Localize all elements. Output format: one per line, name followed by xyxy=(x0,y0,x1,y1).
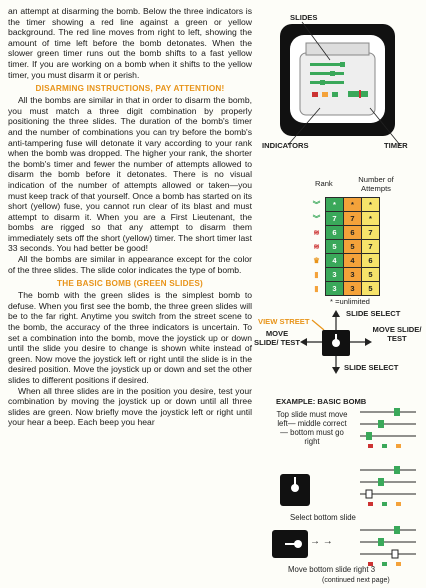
table-row: ≋ 6 6 7 xyxy=(308,225,380,240)
table-cell: * xyxy=(361,197,380,212)
table-row: ▮ 3 3 5 xyxy=(308,267,380,282)
table-cell: 3 xyxy=(343,267,362,282)
view-street-label: VIEW STREET xyxy=(258,317,310,326)
table-cell: 6 xyxy=(361,253,380,268)
paragraph-basic-bomb: The bomb with the green slides is the si… xyxy=(8,290,252,385)
table-cell: * xyxy=(325,197,344,212)
heading-disarming: DISARMING INSTRUCTIONS, PAY ATTENTION! xyxy=(35,84,225,94)
example-note: Top slide must move left— middle correct… xyxy=(276,410,348,446)
table-cell: * xyxy=(361,211,380,226)
table-row: ︾ * * * xyxy=(308,197,380,212)
left-text-column: an attempt at disarming the bomb. Below … xyxy=(8,6,252,428)
rank-chevron-icon: ≋ xyxy=(313,242,320,251)
table-cell: 3 xyxy=(325,281,344,296)
joystick-icon xyxy=(272,530,308,558)
heading-basic-bomb: THE BASIC BOMB (GREEN SLIDES) xyxy=(57,279,203,289)
rank-bar-icon: ▮ xyxy=(314,270,319,279)
table-cell: 6 xyxy=(343,225,362,240)
table-cell: 4 xyxy=(343,253,362,268)
table-cell: 5 xyxy=(361,267,380,282)
table-cell: 6 xyxy=(325,225,344,240)
table-cell: 3 xyxy=(343,281,362,296)
arrow-right-icon: → → xyxy=(310,536,333,547)
table-row: ≋ 5 5 7 xyxy=(308,239,380,254)
move-slide-test-right-label: MOVE SLIDE/ TEST xyxy=(372,325,422,343)
paragraph-timer: an attempt at disarming the bomb. Below … xyxy=(8,6,252,80)
rank-chevron-icon: ︾ xyxy=(312,200,321,209)
tv-diagram xyxy=(280,24,395,136)
paragraph-appearance: All the bombs are similar in appearance … xyxy=(8,254,252,275)
right-figures: SLIDES INDICATORS TIMER xyxy=(254,0,426,588)
table-cell: 7 xyxy=(343,211,362,226)
slide-select-bottom-label: SLIDE SELECT xyxy=(344,363,399,372)
table-cell: 5 xyxy=(361,281,380,296)
table-cell: 5 xyxy=(325,239,344,254)
table-row: ♛ 4 4 6 xyxy=(308,253,380,268)
table-cell: 7 xyxy=(361,225,380,240)
rank-header: Rank xyxy=(315,179,333,188)
callout-lines xyxy=(287,21,401,146)
caption-select-bottom-slide: Select bottom slide xyxy=(290,513,356,522)
slides-label: SLIDES xyxy=(290,13,318,22)
move-slide-test-left-label: MOVE SLIDE/ TEST xyxy=(254,329,300,347)
example-slides-1 xyxy=(360,408,416,448)
table-cell: 4 xyxy=(325,253,344,268)
slide-select-top-label: SLIDE SELECT xyxy=(346,309,401,318)
table-cell: 3 xyxy=(325,267,344,282)
table-row: ︾ 7 7 * xyxy=(308,211,380,226)
attempts-header: Number of Attempts xyxy=(358,175,394,193)
unlimited-footnote: * =unlimited xyxy=(330,297,370,306)
rank-chevron-icon: ︾ xyxy=(312,214,321,223)
rank-eagle-icon: ♛ xyxy=(313,256,320,265)
table-cell: * xyxy=(343,197,362,212)
continued-note: (continued next page) xyxy=(322,577,390,584)
paragraph-test-combination: When all three slides are in the positio… xyxy=(8,385,252,428)
caption-move-bottom-slide: Move bottom slide right 3 xyxy=(288,565,376,574)
table-row: ▮ 3 3 5 xyxy=(308,281,380,296)
paragraph-disarming: All the bombs are similar in that in ord… xyxy=(8,95,252,254)
indicators-label: INDICATORS xyxy=(262,141,309,150)
example-slides-2 xyxy=(360,466,416,506)
bomb-icon xyxy=(299,42,376,116)
joystick-directions-diagram xyxy=(300,310,372,374)
table-cell: 7 xyxy=(361,239,380,254)
rank-table: ︾ * * * ︾ 7 7 * ≋ 6 6 7 ≋ 5 5 7 ♛ 4 4 6 xyxy=(308,197,380,296)
example-title: EXAMPLE: BASIC BOMB xyxy=(276,397,367,406)
timer-label: TIMER xyxy=(384,141,408,150)
tv-screen xyxy=(290,35,385,123)
table-cell: 7 xyxy=(325,211,344,226)
rank-chevron-icon: ≋ xyxy=(313,228,320,237)
rank-bar-icon: ▮ xyxy=(314,284,319,293)
table-cell: 5 xyxy=(343,239,362,254)
joystick-icon xyxy=(280,474,310,506)
example-slides-3 xyxy=(360,526,416,566)
